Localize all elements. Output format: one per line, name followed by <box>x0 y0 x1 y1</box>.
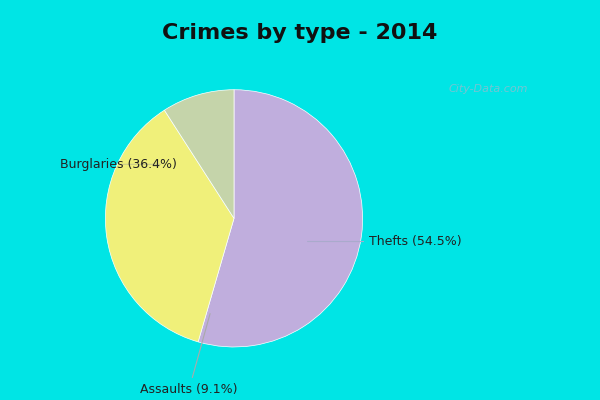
Text: City-Data.com: City-Data.com <box>449 84 528 94</box>
Text: Assaults (9.1%): Assaults (9.1%) <box>140 314 238 396</box>
Text: Thefts (54.5%): Thefts (54.5%) <box>308 235 461 248</box>
Wedge shape <box>198 90 362 347</box>
Wedge shape <box>164 90 234 218</box>
Wedge shape <box>106 110 234 342</box>
Text: Burglaries (36.4%): Burglaries (36.4%) <box>61 158 177 171</box>
Text: Crimes by type - 2014: Crimes by type - 2014 <box>163 23 437 43</box>
